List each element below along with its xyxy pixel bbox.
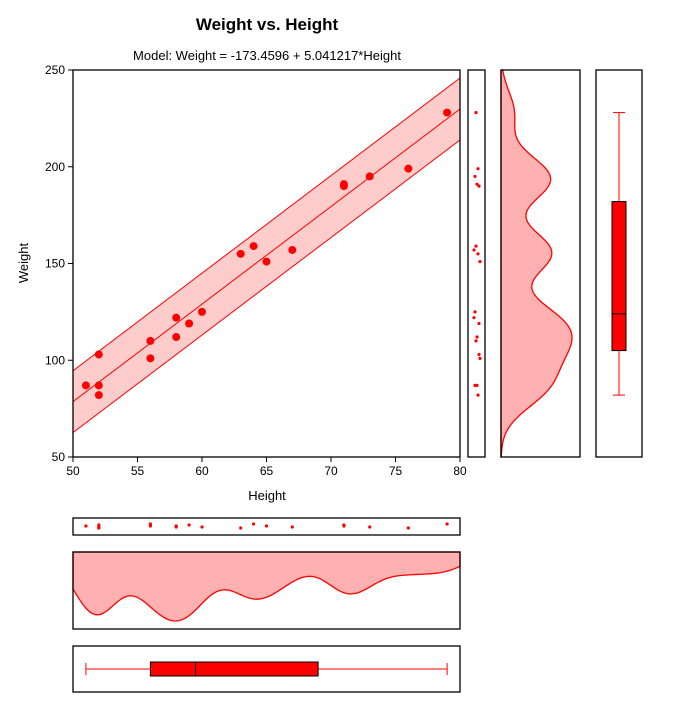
data-point (81, 381, 90, 390)
strip-dot (187, 523, 191, 527)
strip-dot (148, 524, 152, 528)
y-tick-label: 50 (52, 450, 66, 464)
strip-dot (84, 524, 88, 528)
data-point (365, 172, 374, 181)
y-tick-label: 150 (45, 257, 65, 271)
y-axis-label: Weight (16, 243, 31, 284)
x-tick-label: 60 (195, 464, 209, 478)
box-frame (72, 645, 461, 693)
x-tick-label: 70 (324, 464, 338, 478)
x-tick-label: 65 (260, 464, 274, 478)
density-curve (72, 551, 461, 622)
strip-dot (473, 174, 477, 179)
strip-dot (174, 524, 178, 528)
strip-dot (200, 525, 204, 529)
strip-dot (445, 522, 449, 526)
data-point (94, 381, 103, 390)
band-lower-line (73, 139, 460, 434)
x-axis-label: Height (248, 488, 286, 503)
weight-dot-strip (467, 69, 486, 458)
strip-dot (290, 525, 294, 529)
height-box-plot (72, 645, 461, 693)
strip-frame (72, 517, 461, 536)
box-iqr (611, 201, 627, 352)
plot-area (73, 77, 460, 434)
height-dot-strip (72, 517, 461, 536)
strip-dot (478, 259, 482, 264)
x-tick-label: 75 (389, 464, 403, 478)
strip-dot (477, 184, 481, 188)
strip-dot (474, 339, 478, 343)
strip-dot (368, 525, 372, 529)
data-point (288, 245, 297, 254)
strip-dot (252, 522, 256, 526)
strip-dot (473, 383, 477, 388)
data-point (339, 182, 348, 191)
strip-dot (97, 526, 101, 530)
data-point (236, 249, 245, 258)
main-scatter-plot: 50 55 60 65 70 75 80 50 100 150 200 250 (45, 63, 467, 478)
density-frame (500, 69, 581, 458)
data-point (249, 242, 258, 251)
strip-dot (473, 310, 477, 314)
strip-dot (477, 352, 481, 357)
strip-dot (476, 393, 480, 397)
strip-dot (476, 252, 480, 256)
regression-line (73, 108, 460, 403)
data-point (172, 313, 181, 322)
strip-dot (475, 335, 479, 339)
strip-dot (474, 110, 478, 115)
data-point (198, 307, 206, 316)
strip-dot (342, 523, 346, 527)
y-tick-label: 100 (45, 353, 65, 367)
strip-frame (467, 69, 486, 458)
strip-dot (477, 321, 481, 326)
weight-density-plot (500, 69, 581, 458)
strip-dot (239, 526, 243, 530)
height-density-plot (72, 551, 461, 630)
x-tick-label: 55 (131, 464, 145, 478)
box-iqr (149, 661, 319, 677)
strip-dot (472, 248, 476, 252)
data-point (443, 108, 452, 117)
strip-dot (406, 526, 410, 530)
strip-dot (475, 182, 479, 186)
chart-title: Weight vs. Height (196, 15, 339, 34)
strip-dot (472, 316, 476, 320)
band-upper-line (73, 77, 460, 372)
data-point (146, 354, 155, 363)
y-tick-label: 200 (45, 160, 65, 174)
x-tick-label: 80 (453, 464, 467, 478)
data-point (262, 257, 271, 266)
strip-dot (478, 356, 482, 360)
data-point (94, 350, 103, 359)
density-frame (72, 551, 461, 630)
data-point (185, 319, 194, 328)
data-point (404, 164, 413, 173)
y-tick-label: 250 (45, 63, 65, 77)
chart-subtitle: Model: Weight = -173.4596 + 5.041217*Hei… (133, 48, 401, 63)
weight-box-plot (595, 69, 643, 458)
data-point (146, 336, 155, 345)
density-curve (500, 69, 573, 458)
data-point (172, 333, 181, 342)
strip-dot (474, 244, 478, 248)
box-frame (595, 69, 643, 458)
strip-dot (476, 167, 480, 171)
strip-dot (264, 524, 269, 528)
x-tick-label: 50 (66, 464, 80, 478)
data-point (94, 391, 103, 400)
